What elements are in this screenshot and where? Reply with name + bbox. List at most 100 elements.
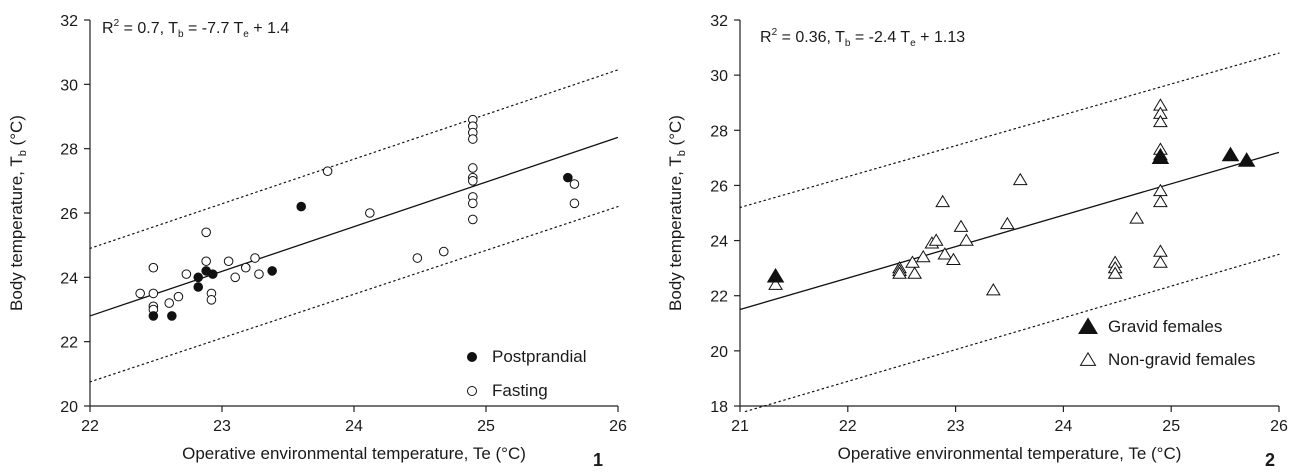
- panel-2-chart: 21 22 23 24 25 26 18 20 22 24 26 28 30 32 Operative en…: [666, 13, 1288, 470]
- data-point: [148, 288, 159, 299]
- data-point: [164, 298, 174, 308]
- data-point: [1237, 152, 1256, 167]
- data-point: [1153, 255, 1168, 268]
- data-point: [1129, 211, 1145, 224]
- y-tick-label: 20: [710, 344, 728, 361]
- y-tick-label: 30: [60, 77, 78, 94]
- data-point: [148, 311, 159, 321]
- regression-line: [739, 151, 1280, 311]
- data-point: [1151, 149, 1170, 164]
- regression-equation: R2 = 0.36, Tb = -2.4 Te + 1.13: [760, 27, 965, 49]
- data-point: [1153, 183, 1168, 197]
- data-point: [181, 269, 192, 279]
- data-point: [468, 198, 478, 209]
- data-point: [946, 252, 961, 266]
- data-point: [240, 262, 251, 273]
- legend: Gravid females Non-gravid females: [1078, 317, 1255, 369]
- data-point: [999, 216, 1015, 230]
- y-tick-label: 24: [710, 234, 728, 251]
- series-fasting: [135, 114, 580, 315]
- panel-label: 1: [593, 450, 603, 470]
- legend-marker: [1079, 351, 1097, 366]
- y-tick-label: 20: [60, 399, 78, 416]
- x-tick-label: 22: [81, 418, 99, 435]
- y-tick-label: 28: [710, 123, 728, 140]
- data-point: [569, 179, 580, 189]
- legend-label: Postprandial: [492, 347, 587, 366]
- x-tick-label: 25: [477, 418, 495, 435]
- data-point: [953, 219, 969, 232]
- y-tick-label: 24: [60, 270, 78, 287]
- x-tick-label: 21: [731, 418, 749, 435]
- legend: Postprandial Fasting: [466, 347, 587, 400]
- data-point: [173, 291, 184, 302]
- data-point: [907, 266, 923, 279]
- data-point: [985, 283, 1001, 296]
- x-axis-label: Operative environmental temperature, Te …: [182, 444, 526, 463]
- legend-label: Gravid females: [1108, 317, 1222, 336]
- legend-label: Fasting: [492, 381, 548, 400]
- data-point: [1221, 146, 1240, 162]
- data-point: [193, 282, 204, 292]
- x-tick-label: 22: [839, 418, 857, 435]
- data-point: [193, 272, 204, 283]
- y-axis-label: Body temperature, Tb (°C): [7, 115, 29, 311]
- series-gravid-females: [766, 146, 1256, 283]
- y-tick-label: 26: [710, 178, 728, 195]
- data-point: [958, 233, 974, 246]
- data-point: [201, 256, 211, 267]
- panel-label: 2: [1265, 450, 1275, 470]
- data-point: [201, 227, 211, 238]
- data-point: [365, 208, 375, 218]
- data-point: [1153, 194, 1168, 208]
- data-point: [230, 272, 240, 283]
- x-tick-label: 24: [1055, 418, 1073, 435]
- data-point: [905, 255, 920, 268]
- y-tick-label: 22: [710, 289, 728, 306]
- x-tick-label: 23: [947, 418, 965, 435]
- y-tick-label: 30: [710, 68, 728, 85]
- legend-label: Non-gravid females: [1108, 350, 1255, 369]
- data-point: [1153, 114, 1168, 128]
- data-point: [928, 233, 944, 246]
- data-point: [148, 262, 159, 273]
- legend-marker: [466, 385, 478, 397]
- data-point: [254, 269, 264, 279]
- legend-marker: [466, 351, 478, 363]
- confidence-upper-line: [739, 52, 1280, 209]
- data-point: [569, 198, 580, 209]
- legend-marker: [1078, 317, 1098, 334]
- data-point: [267, 266, 277, 276]
- data-point: [1012, 172, 1028, 186]
- data-point: [468, 176, 478, 186]
- data-point: [167, 311, 177, 321]
- data-point: [438, 246, 449, 257]
- series-postprandial: [148, 172, 573, 321]
- x-tick-label: 25: [1162, 418, 1180, 435]
- data-point: [937, 247, 953, 260]
- data-point: [935, 194, 951, 208]
- series-non-gravid-females: [768, 98, 1168, 296]
- data-point: [768, 277, 783, 290]
- regression-equation: R2 = 0.7, Tb = -7.7 Te + 1.4: [102, 18, 289, 40]
- data-point: [892, 266, 907, 279]
- y-tick-label: 22: [60, 335, 78, 352]
- x-tick-label: 26: [1270, 418, 1288, 435]
- y-tick-label: 26: [60, 206, 78, 223]
- data-point: [468, 214, 478, 225]
- y-tick-label: 32: [710, 13, 728, 30]
- data-point: [412, 253, 423, 263]
- regression-line: [89, 136, 619, 317]
- data-point: [1153, 244, 1168, 257]
- x-tick-label: 24: [345, 418, 363, 435]
- data-point: [207, 269, 218, 279]
- y-tick-label: 18: [710, 399, 728, 416]
- x-tick-label: 23: [213, 418, 231, 435]
- data-point: [468, 134, 478, 144]
- data-point: [206, 295, 217, 305]
- y-tick-label: 32: [60, 13, 78, 30]
- data-point: [223, 256, 234, 267]
- data-point: [296, 201, 307, 212]
